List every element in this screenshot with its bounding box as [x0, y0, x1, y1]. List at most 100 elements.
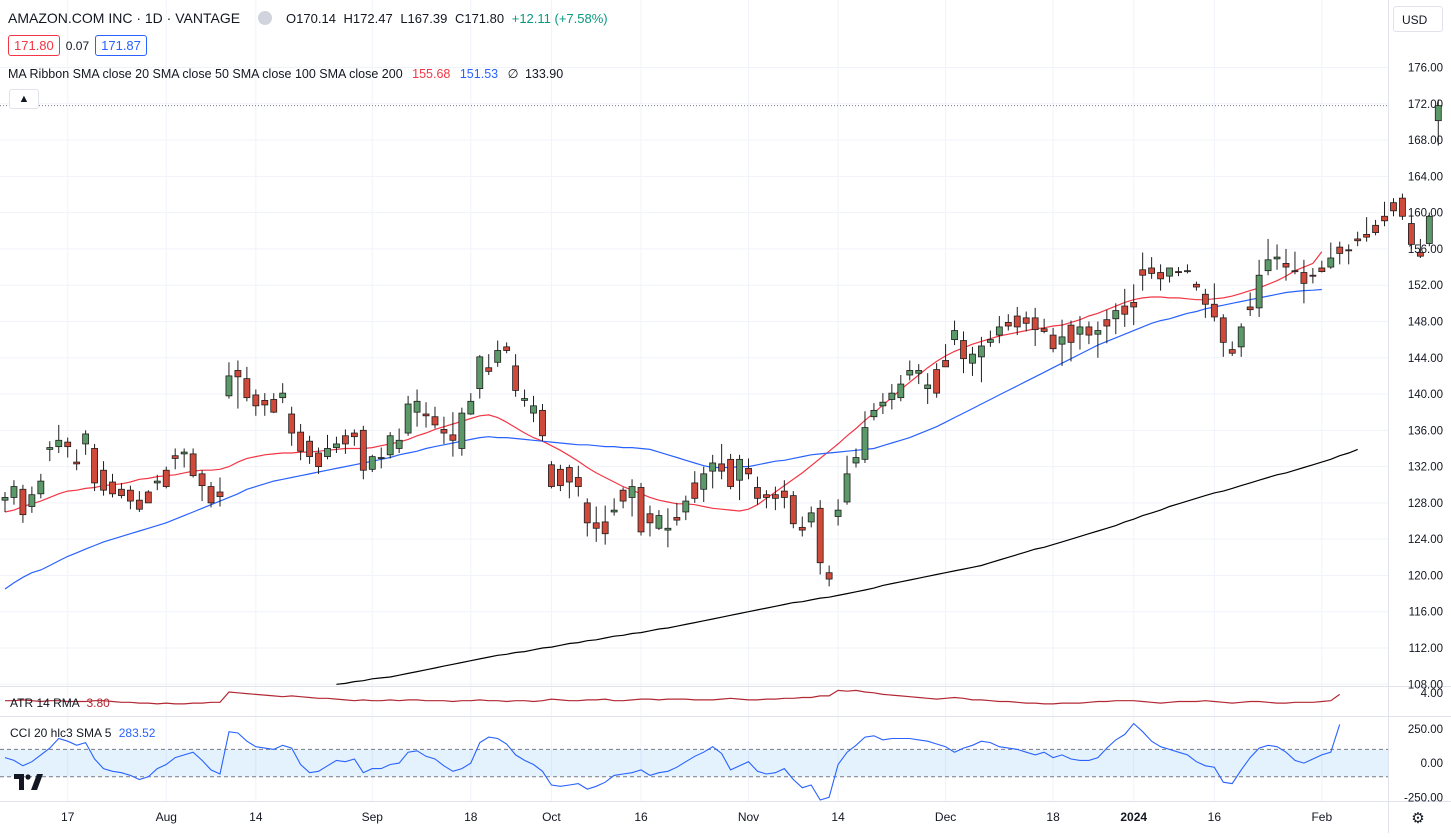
- settings-gear-icon[interactable]: ⚙: [1411, 810, 1425, 827]
- symbol-legend: AMAZON.COM INC · 1D · VANTAGE O170.14 H1…: [8, 10, 612, 26]
- candle-body: [736, 458, 743, 481]
- candle-down: [1363, 217, 1371, 242]
- candle-body: [449, 434, 457, 441]
- candle-body: [1013, 315, 1021, 328]
- candle-up: [879, 393, 887, 414]
- candle-body: [610, 509, 618, 513]
- candle-body: [1067, 324, 1075, 343]
- candle-body: [386, 435, 394, 456]
- tradingview-logo-icon[interactable]: [14, 774, 44, 795]
- atr-pane: 4.00: [5, 688, 1443, 705]
- candle-down: [1201, 288, 1209, 318]
- time-tick-label: 16: [1208, 810, 1222, 824]
- candle-body: [82, 433, 90, 445]
- chevron-up-icon: ▲: [18, 93, 30, 105]
- candle-down: [1085, 321, 1093, 345]
- candle-down: [198, 470, 206, 502]
- buy-button[interactable]: 171.87: [95, 35, 147, 56]
- candle-down: [1282, 248, 1290, 281]
- cci-title: CCI 20 hlc3 SMA 5: [10, 726, 112, 740]
- symbol-title[interactable]: AMAZON.COM INC · 1D · VANTAGE: [8, 10, 241, 26]
- candle-down: [942, 344, 949, 368]
- candle-body: [503, 346, 511, 351]
- price-tick-label: 164.00: [1408, 171, 1443, 183]
- atr-line: [5, 689, 1341, 705]
- time-tick-label: Nov: [738, 810, 759, 824]
- candle-body: [1228, 349, 1236, 354]
- time-tick-label: 14: [249, 810, 263, 824]
- candle-body: [395, 439, 403, 449]
- candle-body: [870, 409, 878, 418]
- cci-tick-label: 250.00: [1408, 724, 1443, 736]
- candle-body: [135, 499, 143, 510]
- candle-down: [691, 471, 699, 503]
- candle-down: [637, 482, 645, 536]
- candle-body: [422, 413, 430, 417]
- candle-body: [906, 370, 914, 376]
- atr-legend[interactable]: ATR 14 RMA 3.80: [10, 696, 110, 710]
- candle-body: [1399, 197, 1406, 217]
- candle-body: [1425, 215, 1433, 244]
- candle-body: [601, 521, 609, 535]
- candle-body: [288, 413, 296, 434]
- candle-body: [1058, 336, 1066, 345]
- candle-body: [1345, 249, 1353, 252]
- candle-up: [1255, 259, 1263, 317]
- candle-down: [1300, 259, 1308, 304]
- candle-up: [37, 473, 45, 499]
- candle-body: [368, 456, 376, 470]
- market-status-icon[interactable]: [258, 11, 273, 25]
- candle-down: [1031, 307, 1039, 346]
- candle-up: [1264, 238, 1272, 276]
- candle-down: [1103, 309, 1111, 344]
- price-tick-label: 160.00: [1408, 208, 1443, 220]
- candle-up: [521, 389, 528, 407]
- trade-panel: 171.80 0.07 171.87: [8, 35, 147, 56]
- collapse-legend-button[interactable]: ▲: [9, 89, 39, 109]
- ma-line-sma-close-200: [336, 448, 1358, 685]
- candle-body: [315, 452, 322, 467]
- candle-down: [1309, 267, 1317, 284]
- candle-down: [270, 393, 278, 414]
- candle-body: [144, 491, 152, 504]
- candle-body: [467, 400, 475, 415]
- candle-body: [1237, 326, 1245, 348]
- candle-down: [252, 389, 260, 416]
- candle-down: [485, 354, 493, 375]
- candle-down: [1040, 318, 1048, 334]
- candle-body: [162, 469, 170, 487]
- candle-body: [709, 462, 717, 472]
- candle-up: [969, 346, 976, 376]
- candle-down: [771, 486, 779, 511]
- candle-up: [655, 510, 663, 531]
- candle-up: [709, 454, 717, 489]
- sell-button[interactable]: 171.80: [8, 35, 60, 56]
- atr-tick-label: 4.00: [1421, 688, 1443, 700]
- candle-body: [1416, 252, 1424, 257]
- price-tick-label: 128.00: [1408, 498, 1443, 510]
- currency-selector[interactable]: USD: [1393, 6, 1443, 32]
- candle-body: [727, 458, 734, 487]
- candle-body: [180, 451, 188, 455]
- candle-up: [458, 407, 466, 456]
- candle-body: [879, 401, 887, 407]
- candle-body: [1219, 317, 1227, 343]
- candle-down: [1193, 281, 1200, 291]
- candle-body: [1381, 215, 1388, 222]
- candle-body: [664, 527, 672, 531]
- atr-title: ATR 14 RMA: [10, 696, 80, 710]
- candle-down: [1318, 260, 1326, 273]
- candle-body: [924, 384, 932, 389]
- candle-body: [1390, 202, 1397, 212]
- cci-legend[interactable]: CCI 20 hlc3 SMA 5 283.52: [10, 726, 155, 740]
- ma-ribbon-legend[interactable]: MA Ribbon SMA close 20 SMA close 50 SMA …: [8, 66, 563, 81]
- candle-body: [342, 435, 349, 445]
- candle-body: [28, 494, 36, 507]
- candle-body: [1076, 326, 1084, 335]
- candle-up: [1184, 264, 1191, 274]
- candle-body: [359, 429, 367, 471]
- candle-body: [431, 416, 439, 426]
